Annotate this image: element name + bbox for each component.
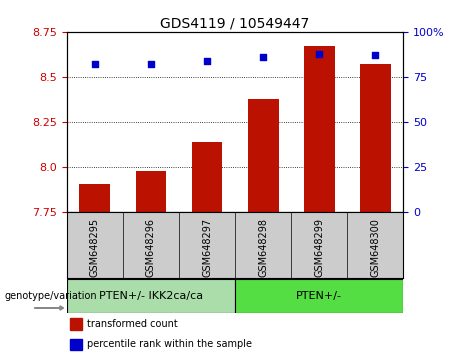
Bar [192, 142, 223, 212]
Point [260, 54, 267, 60]
Text: GSM648297: GSM648297 [202, 218, 212, 277]
Bar [136, 171, 166, 212]
Bar [79, 183, 110, 212]
Point [91, 62, 99, 67]
Point [203, 58, 211, 64]
Bar [235, 279, 403, 313]
Text: GSM648298: GSM648298 [258, 218, 268, 276]
Text: PTEN+/-: PTEN+/- [296, 291, 342, 301]
Text: PTEN+/- IKK2ca/ca: PTEN+/- IKK2ca/ca [99, 291, 203, 301]
Text: percentile rank within the sample: percentile rank within the sample [87, 339, 252, 349]
Point [372, 52, 379, 58]
Text: GSM648295: GSM648295 [90, 218, 100, 277]
Title: GDS4119 / 10549447: GDS4119 / 10549447 [160, 17, 310, 31]
Bar [70, 338, 82, 350]
Text: GSM648300: GSM648300 [370, 218, 380, 276]
Text: genotype/variation: genotype/variation [5, 291, 97, 301]
Bar [70, 318, 82, 330]
Bar [67, 279, 235, 313]
Bar [248, 99, 278, 212]
Point [315, 51, 323, 56]
Point [147, 62, 154, 67]
Text: transformed count: transformed count [87, 319, 178, 329]
Bar [360, 64, 391, 212]
Text: GSM648296: GSM648296 [146, 218, 156, 276]
Bar [304, 46, 335, 212]
Text: GSM648299: GSM648299 [314, 218, 324, 276]
